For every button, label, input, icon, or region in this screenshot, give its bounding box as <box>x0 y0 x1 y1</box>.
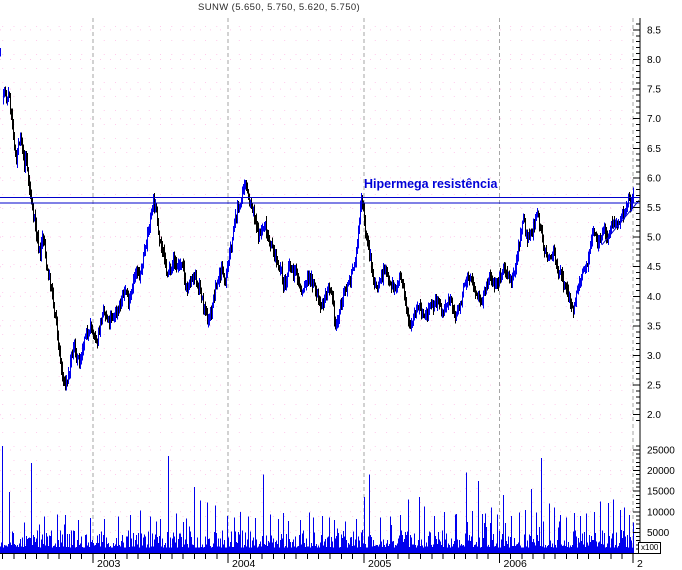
price-axis-label: 3.5 <box>647 321 661 332</box>
trendline <box>601 200 640 246</box>
chart-title: SUNW (5.650, 5.750, 5.620, 5.750) <box>198 2 361 13</box>
price-axis-label: 8.0 <box>647 55 661 66</box>
price-axis-label: 8.5 <box>647 25 661 36</box>
year-label: 2003 <box>97 558 121 570</box>
price-axis-label: 2.0 <box>647 410 661 421</box>
year-label: 2006 <box>504 558 528 570</box>
volume-bars <box>0 445 634 553</box>
price-axis-label: 7.5 <box>647 85 661 96</box>
volume-axis-label: 15000 <box>647 487 675 498</box>
volume-axis-label: 25000 <box>647 446 675 457</box>
volume-axis-label: 5000 <box>647 528 670 539</box>
axes: 8.5 8.0 7.5 7.0 6.5 6.0 5.5 5.0 4.5 4.0 3.5 3.0 2.5 2… <box>0 18 675 570</box>
price-axis-label: 6.0 <box>647 173 661 184</box>
price-axis-label: 6.5 <box>647 144 661 155</box>
volume-axis-label: 20000 <box>647 466 675 477</box>
price-axis-label: 4.0 <box>647 292 661 303</box>
volume-axis-label: 10000 <box>647 507 675 518</box>
overlay-lines <box>0 196 640 246</box>
year-label: 2 <box>637 558 643 570</box>
year-gridlines <box>92 18 634 553</box>
price-axis-label: 5.5 <box>647 203 661 214</box>
price-axis-label: 4.5 <box>647 262 661 273</box>
price-axis-label: 3.0 <box>647 351 661 362</box>
year-label: 2004 <box>232 558 256 570</box>
volume-unit-label: x100 <box>638 542 662 554</box>
year-label: 2005 <box>368 558 392 570</box>
resistance-annotation: Hipermega resistência <box>364 177 498 191</box>
price-axis-label: 7.0 <box>647 114 661 125</box>
price-axis-label: 2.5 <box>647 381 661 392</box>
price-axis-label: 5.0 <box>647 233 661 244</box>
price-bars <box>0 47 634 391</box>
